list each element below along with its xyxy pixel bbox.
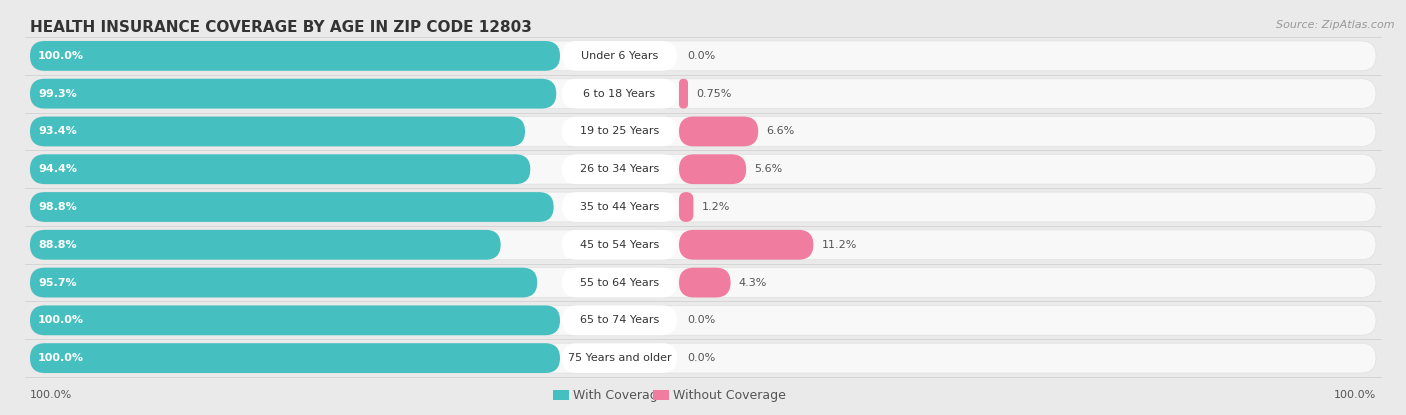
FancyBboxPatch shape	[562, 154, 678, 184]
FancyBboxPatch shape	[562, 268, 678, 298]
FancyBboxPatch shape	[30, 154, 530, 184]
Text: Source: ZipAtlas.com: Source: ZipAtlas.com	[1277, 20, 1395, 30]
Text: 26 to 34 Years: 26 to 34 Years	[579, 164, 659, 174]
FancyBboxPatch shape	[679, 268, 731, 298]
FancyBboxPatch shape	[30, 79, 557, 109]
FancyBboxPatch shape	[562, 230, 678, 260]
Text: 11.2%: 11.2%	[821, 240, 856, 250]
FancyBboxPatch shape	[30, 117, 524, 146]
FancyBboxPatch shape	[30, 230, 1376, 260]
FancyBboxPatch shape	[30, 305, 1376, 335]
Text: 6 to 18 Years: 6 to 18 Years	[583, 89, 655, 99]
FancyBboxPatch shape	[30, 79, 1376, 109]
FancyBboxPatch shape	[679, 117, 758, 146]
Text: With Coverage: With Coverage	[574, 388, 665, 401]
FancyBboxPatch shape	[562, 41, 678, 71]
Text: 55 to 64 Years: 55 to 64 Years	[579, 278, 659, 288]
FancyBboxPatch shape	[679, 79, 688, 109]
FancyBboxPatch shape	[30, 268, 537, 298]
Text: 99.3%: 99.3%	[38, 89, 77, 99]
FancyBboxPatch shape	[679, 230, 814, 260]
Text: 4.3%: 4.3%	[738, 278, 768, 288]
FancyBboxPatch shape	[30, 305, 560, 335]
FancyBboxPatch shape	[30, 343, 560, 373]
Text: 5.6%: 5.6%	[754, 164, 783, 174]
FancyBboxPatch shape	[562, 305, 678, 335]
Text: 1.2%: 1.2%	[702, 202, 730, 212]
FancyBboxPatch shape	[562, 79, 678, 109]
Text: Without Coverage: Without Coverage	[673, 388, 786, 401]
FancyBboxPatch shape	[30, 343, 1376, 373]
Text: 95.7%: 95.7%	[38, 278, 76, 288]
FancyBboxPatch shape	[30, 154, 1376, 184]
FancyBboxPatch shape	[30, 41, 1376, 71]
Text: 65 to 74 Years: 65 to 74 Years	[579, 315, 659, 325]
FancyBboxPatch shape	[562, 343, 678, 373]
FancyBboxPatch shape	[553, 390, 569, 400]
Text: 100.0%: 100.0%	[30, 390, 72, 400]
Text: 94.4%: 94.4%	[38, 164, 77, 174]
Text: 6.6%: 6.6%	[766, 127, 794, 137]
FancyBboxPatch shape	[30, 268, 1376, 298]
Text: 0.0%: 0.0%	[688, 51, 716, 61]
Text: 88.8%: 88.8%	[38, 240, 76, 250]
Text: 93.4%: 93.4%	[38, 127, 77, 137]
FancyBboxPatch shape	[562, 192, 678, 222]
FancyBboxPatch shape	[30, 192, 554, 222]
Text: Under 6 Years: Under 6 Years	[581, 51, 658, 61]
FancyBboxPatch shape	[30, 117, 1376, 146]
FancyBboxPatch shape	[30, 230, 501, 260]
Text: 0.75%: 0.75%	[696, 89, 731, 99]
Text: 0.0%: 0.0%	[688, 315, 716, 325]
Text: 100.0%: 100.0%	[38, 315, 84, 325]
FancyBboxPatch shape	[679, 192, 693, 222]
Text: 45 to 54 Years: 45 to 54 Years	[579, 240, 659, 250]
Text: 75 Years and older: 75 Years and older	[568, 353, 671, 363]
Text: 100.0%: 100.0%	[1334, 390, 1376, 400]
Text: 35 to 44 Years: 35 to 44 Years	[579, 202, 659, 212]
FancyBboxPatch shape	[679, 154, 747, 184]
FancyBboxPatch shape	[30, 192, 1376, 222]
Text: 0.0%: 0.0%	[688, 353, 716, 363]
Text: 98.8%: 98.8%	[38, 202, 77, 212]
Text: 19 to 25 Years: 19 to 25 Years	[579, 127, 659, 137]
FancyBboxPatch shape	[652, 390, 669, 400]
Text: 100.0%: 100.0%	[38, 353, 84, 363]
FancyBboxPatch shape	[562, 117, 678, 146]
Text: 100.0%: 100.0%	[38, 51, 84, 61]
Text: HEALTH INSURANCE COVERAGE BY AGE IN ZIP CODE 12803: HEALTH INSURANCE COVERAGE BY AGE IN ZIP …	[30, 20, 531, 35]
FancyBboxPatch shape	[30, 41, 560, 71]
